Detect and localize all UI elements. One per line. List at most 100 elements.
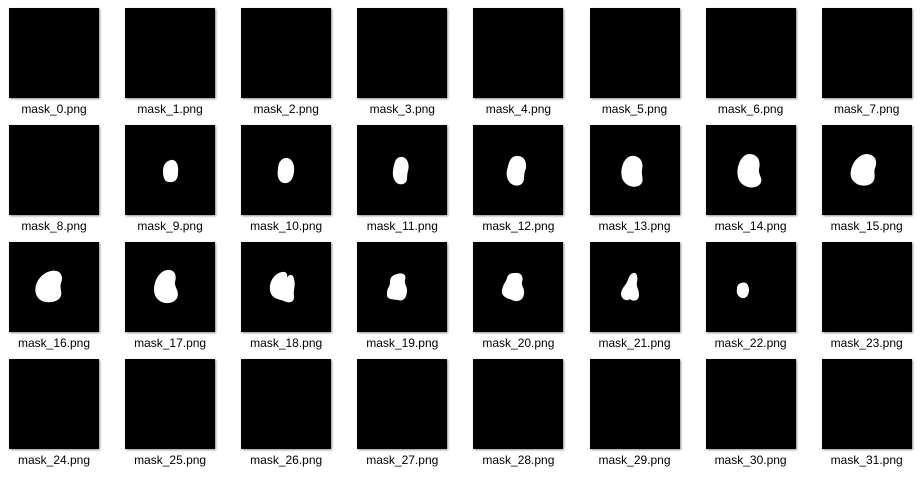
file-item[interactable]: mask_1.png: [112, 8, 222, 120]
file-name-label: mask_17.png: [134, 336, 207, 350]
file-thumbnail: [473, 8, 564, 98]
file-name-label: mask_14.png: [714, 219, 787, 233]
file-name-label: mask_30.png: [714, 453, 787, 467]
file-item[interactable]: mask_12.png: [460, 125, 570, 237]
file-thumbnail: [9, 242, 99, 332]
file-item[interactable]: mask_24.png: [0, 359, 106, 471]
mask-blob: [270, 271, 295, 303]
file-item[interactable]: mask_5.png: [577, 8, 687, 120]
file-item[interactable]: mask_4.png: [460, 8, 570, 120]
file-item[interactable]: mask_16.png: [0, 242, 106, 354]
file-thumbnail: [589, 8, 680, 98]
file-name-label: mask_5.png: [601, 102, 668, 116]
mask-blob: [35, 270, 62, 303]
file-thumbnail: [705, 359, 796, 449]
file-item[interactable]: mask_19.png: [344, 242, 454, 354]
file-name-label: mask_20.png: [482, 336, 555, 350]
file-thumbnail: [125, 242, 216, 332]
file-thumbnail: [705, 125, 796, 215]
mask-blob: [850, 154, 876, 186]
file-thumbnail: [705, 8, 796, 98]
file-item[interactable]: mask_21.png: [577, 242, 687, 354]
file-item[interactable]: mask_22.png: [693, 242, 803, 354]
file-thumbnail: [9, 8, 99, 98]
file-thumbnail: [473, 359, 564, 449]
file-item[interactable]: mask_20.png: [460, 242, 570, 354]
file-thumbnail: [125, 359, 216, 449]
file-name-label: mask_31.png: [830, 453, 903, 467]
file-name-label: mask_26.png: [250, 453, 323, 467]
file-item[interactable]: mask_10.png: [228, 125, 338, 237]
file-thumbnail: [9, 125, 99, 215]
file-name-label: mask_4.png: [485, 102, 552, 116]
file-name-label: mask_23.png: [830, 336, 903, 350]
file-thumbnail: [241, 242, 332, 332]
file-name-label: mask_28.png: [482, 453, 555, 467]
file-name-label: mask_29.png: [598, 453, 671, 467]
file-item[interactable]: mask_3.png: [344, 8, 454, 120]
file-item[interactable]: mask_6.png: [693, 8, 803, 120]
file-name-label: mask_22.png: [714, 336, 787, 350]
file-thumbnail: [241, 8, 332, 98]
file-item[interactable]: mask_0.png: [0, 8, 106, 120]
file-thumbnail: [705, 242, 796, 332]
file-name-label: mask_19.png: [366, 336, 439, 350]
file-name-label: mask_2.png: [253, 102, 319, 116]
mask-blob: [163, 159, 179, 183]
mask-blob: [620, 272, 639, 301]
file-name-label: mask_21.png: [598, 336, 671, 350]
file-name-label: mask_27.png: [366, 453, 439, 467]
file-item[interactable]: mask_30.png: [693, 359, 803, 471]
mask-blob: [154, 269, 178, 304]
file-thumbnail: [357, 242, 448, 332]
file-item[interactable]: mask_26.png: [228, 359, 338, 471]
file-item[interactable]: mask_25.png: [112, 359, 222, 471]
file-name-label: mask_9.png: [137, 219, 203, 233]
file-name-label: mask_12.png: [482, 219, 555, 233]
file-item[interactable]: mask_7.png: [809, 8, 919, 120]
file-thumbnail: [821, 125, 912, 215]
mask-blob: [507, 155, 527, 186]
mask-blob: [737, 154, 761, 188]
file-name-label: mask_10.png: [250, 219, 323, 233]
file-item[interactable]: mask_28.png: [460, 359, 570, 471]
file-item[interactable]: mask_17.png: [112, 242, 222, 354]
file-item[interactable]: mask_29.png: [577, 359, 687, 471]
file-name-label: mask_11.png: [366, 219, 438, 233]
file-thumbnail: [357, 125, 448, 215]
file-name-label: mask_16.png: [17, 336, 91, 350]
file-name-label: mask_1.png: [137, 102, 203, 116]
file-item[interactable]: mask_11.png: [344, 125, 454, 237]
file-item[interactable]: mask_18.png: [228, 242, 338, 354]
file-item[interactable]: mask_8.png: [0, 125, 106, 237]
file-thumbnail: [473, 242, 564, 332]
file-item[interactable]: mask_2.png: [228, 8, 338, 120]
mask-blob: [620, 155, 643, 187]
file-item[interactable]: mask_15.png: [809, 125, 919, 237]
file-item[interactable]: mask_13.png: [577, 125, 687, 237]
mask-blob: [502, 272, 525, 302]
file-item[interactable]: mask_9.png: [112, 125, 222, 237]
file-thumbnail: [821, 242, 912, 332]
file-thumbnail: [357, 359, 448, 449]
file-thumbnail: [589, 242, 680, 332]
file-name-label: mask_24.png: [17, 453, 91, 467]
file-name-label: mask_13.png: [598, 219, 671, 233]
file-thumbnail: [241, 125, 332, 215]
file-thumbnail: [473, 125, 564, 215]
file-item[interactable]: mask_14.png: [693, 125, 803, 237]
file-thumbnail: [125, 8, 216, 98]
file-item[interactable]: mask_23.png: [809, 242, 919, 354]
file-item[interactable]: mask_27.png: [344, 359, 454, 471]
file-thumbnail: [589, 359, 680, 449]
file-thumbnail: [821, 8, 912, 98]
file-name-label: mask_15.png: [830, 219, 903, 233]
file-name-label: mask_7.png: [834, 102, 900, 116]
file-name-label: mask_18.png: [250, 336, 323, 350]
file-item[interactable]: mask_31.png: [809, 359, 919, 471]
mask-blob: [387, 273, 408, 301]
file-name-label: mask_0.png: [21, 102, 87, 116]
file-thumbnail: [9, 359, 99, 449]
file-thumbnail: [589, 125, 680, 215]
file-thumbnail: [357, 8, 448, 98]
